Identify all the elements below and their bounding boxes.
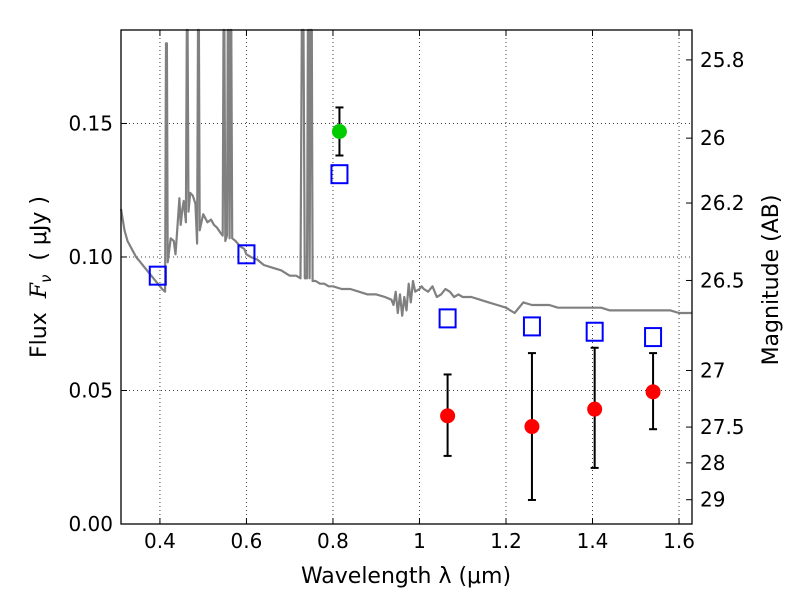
y-tick-label: 0.15 xyxy=(68,111,113,135)
ticks: 0.4 0.6 0.8 1 1.2 1.4 1.6 0.00 0.05 0.10 0.15 25.8 2… xyxy=(68,30,745,553)
detection-marker xyxy=(331,123,347,139)
y-axis-label-suffix: ( μJy ) xyxy=(27,196,52,275)
measurement-marker xyxy=(440,408,456,424)
y-axis-label-prefix: Flux xyxy=(27,298,52,358)
model-photometry-marker xyxy=(585,321,604,342)
y2-tick-label: 29 xyxy=(700,488,725,512)
x-tick-label: 0.4 xyxy=(144,529,176,553)
x-tick-label: 1 xyxy=(413,529,426,553)
x-tick-label: 1.4 xyxy=(577,529,609,553)
markers xyxy=(148,106,663,501)
y-tick-label: 0.00 xyxy=(68,512,113,536)
x-tick-label: 0.6 xyxy=(231,529,263,553)
model-photometry-marker xyxy=(644,327,663,348)
x-tick-label: 1.6 xyxy=(663,529,695,553)
y2-tick-label: 25.8 xyxy=(700,48,745,72)
series-layer xyxy=(119,28,692,317)
y2-tick-label: 27.5 xyxy=(700,415,745,439)
model-sed-line xyxy=(119,28,692,317)
plot-frame xyxy=(120,29,693,525)
y-axis-label-subscript: ν xyxy=(37,275,55,283)
y2-tick-label: 26.5 xyxy=(700,268,745,292)
y-tick-label: 0.10 xyxy=(68,245,113,269)
x-tick-label: 0.8 xyxy=(317,529,349,553)
model-photometry-marker xyxy=(148,265,167,286)
measurement-marker xyxy=(645,384,661,400)
y2-tick-label: 26.2 xyxy=(700,191,745,215)
y2-tick-label: 27 xyxy=(700,358,725,382)
y2-axis-label: Magnitude (AB) xyxy=(759,195,784,366)
x-axis-label: Wavelength λ (μm) xyxy=(301,564,511,589)
model-photometry-marker xyxy=(237,244,256,265)
x-tick-label: 1.2 xyxy=(490,529,522,553)
y-tick-label: 0.05 xyxy=(68,378,113,402)
y2-tick-label: 28 xyxy=(700,451,725,475)
y2-tick-label: 26 xyxy=(700,126,725,150)
model-photometry-marker xyxy=(438,308,457,329)
y-axis-label-symbol: F xyxy=(27,282,52,299)
model-photometry-marker xyxy=(522,316,541,337)
model-photometry-marker xyxy=(330,164,349,185)
measurement-marker xyxy=(587,401,603,417)
y-axis-label: Flux Fν ( μJy ) xyxy=(27,196,55,358)
measurement-marker xyxy=(524,419,540,435)
grid xyxy=(121,30,692,525)
